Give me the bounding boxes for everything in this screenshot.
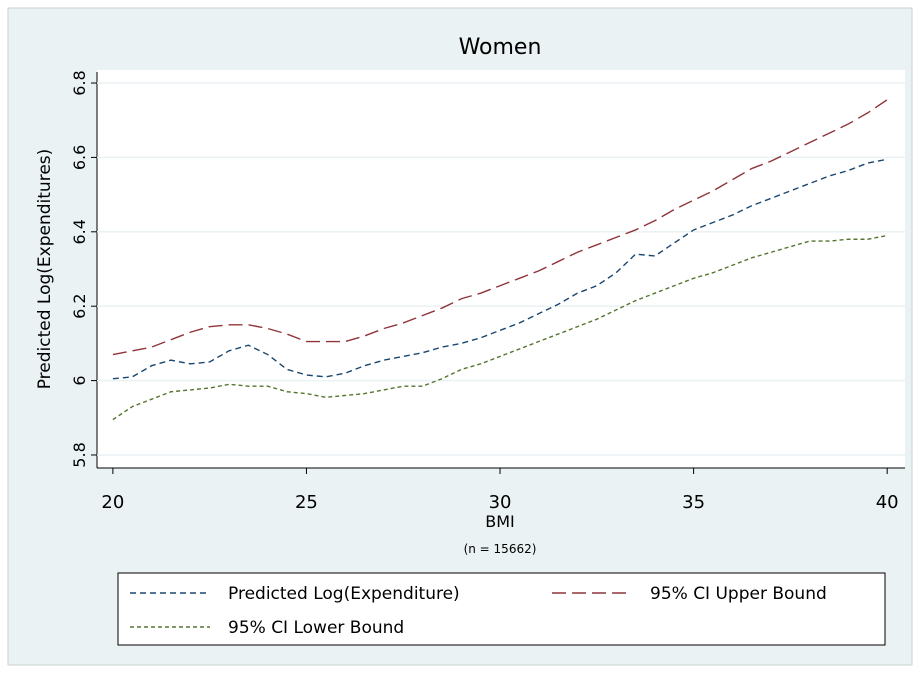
x-tick-label: 30 <box>489 492 512 513</box>
y-tick-label: 6.2 <box>70 293 89 318</box>
legend-label: 95% CI Upper Bound <box>650 584 827 604</box>
y-tick-label: 6.4 <box>70 219 89 244</box>
x-tick-label: 35 <box>682 492 705 513</box>
x-tick-label: 25 <box>295 492 318 513</box>
note: (n = 15662) <box>464 542 537 556</box>
plot-region <box>97 70 905 468</box>
series-line <box>112 99 888 356</box>
series-line <box>112 158 888 380</box>
y-tick-label: 6.8 <box>70 70 89 95</box>
x-tick-label: 40 <box>876 492 899 513</box>
y-tick-label: 6 <box>70 375 89 385</box>
legend <box>117 572 886 646</box>
series-line <box>112 234 888 421</box>
chart-title: Women <box>459 35 542 60</box>
y-tick-label: 6.6 <box>70 145 89 170</box>
y-tick-label: 5.8 <box>70 442 89 467</box>
x-axis-label: BMI <box>485 512 515 531</box>
y-axis-label: Predicted Log(Expenditures) <box>35 149 55 390</box>
legend-label: Predicted Log(Expenditure) <box>228 584 460 604</box>
x-tick-label: 20 <box>101 492 124 513</box>
legend-label: 95% CI Lower Bound <box>228 618 404 638</box>
